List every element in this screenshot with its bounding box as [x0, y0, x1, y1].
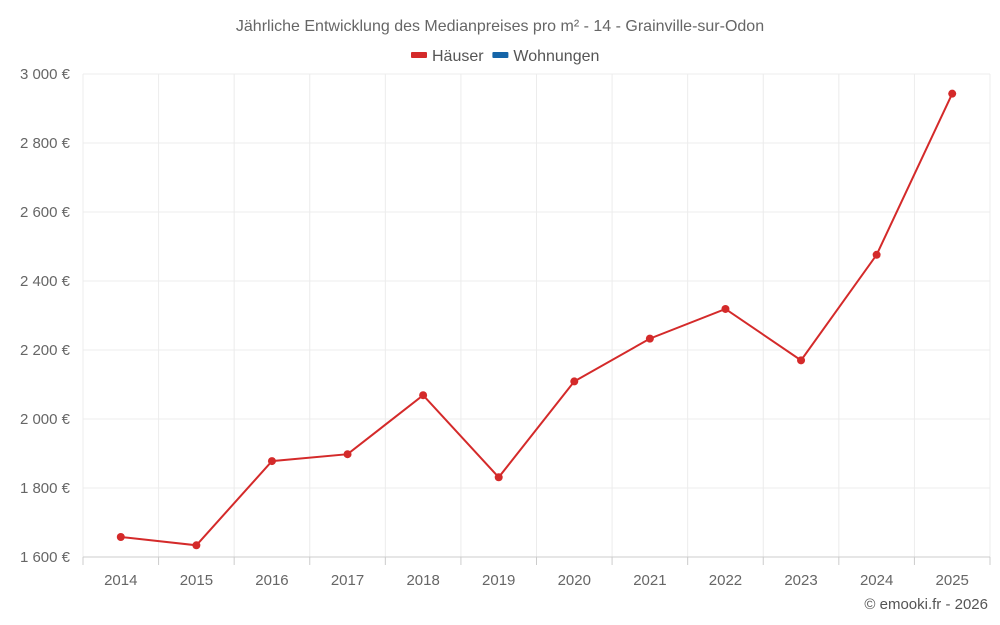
y-tick-label: 2 800 € [20, 135, 71, 152]
y-tick-label: 2 200 € [20, 342, 71, 359]
x-tick-label: 2019 [482, 572, 515, 589]
y-tick-label: 1 800 € [20, 480, 71, 497]
y-tick-label: 2 000 € [20, 411, 71, 428]
x-tick-label: 2017 [331, 572, 364, 589]
x-axis: 2014 2015 2016 2017 2018 2019 2020 2021 2022 2023… [82, 556, 991, 589]
series-group [116, 89, 957, 550]
x-tick-label: 2022 [709, 572, 742, 589]
legend-label: Wohnungen [513, 48, 599, 65]
x-tick-label: 2024 [860, 572, 893, 589]
y-tick-label: 2 600 € [20, 204, 71, 221]
x-tick-label: 2014 [104, 572, 137, 589]
gridlines [82, 73, 991, 557]
y-axis: 1 600 € 1 800 € 2 000 € 2 200 € 2 400 € 2 600… [20, 66, 71, 566]
x-tick-label: 2015 [180, 572, 213, 589]
data-point[interactable] [570, 377, 579, 386]
data-point[interactable] [343, 450, 352, 459]
data-point[interactable] [872, 250, 881, 259]
data-point[interactable] [797, 356, 806, 365]
y-tick-label: 3 000 € [20, 66, 71, 83]
y-tick-label: 2 400 € [20, 273, 71, 290]
data-point[interactable] [116, 532, 125, 541]
legend: Häuser Wohnungen [411, 48, 599, 65]
x-tick-label: 2025 [936, 572, 969, 589]
legend-item[interactable]: Häuser [411, 48, 484, 65]
x-tick-label: 2016 [255, 572, 288, 589]
data-point[interactable] [267, 457, 276, 466]
legend-swatch [411, 52, 427, 58]
x-tick-label: 2018 [406, 572, 439, 589]
legend-item[interactable]: Wohnungen [492, 48, 599, 65]
legend-swatch [492, 52, 509, 58]
data-point[interactable] [419, 391, 428, 400]
chart-title: Jährliche Entwicklung des Medianpreises … [236, 18, 764, 35]
x-tick-label: 2021 [633, 572, 666, 589]
credit-text: © emooki.fr - 2026 [864, 596, 988, 613]
x-tick-label: 2023 [784, 572, 817, 589]
data-point[interactable] [645, 334, 654, 343]
y-tick-label: 1 600 € [20, 549, 71, 566]
data-point[interactable] [721, 304, 730, 313]
legend-label: Häuser [432, 48, 484, 65]
data-point[interactable] [948, 89, 957, 98]
data-point[interactable] [494, 473, 503, 482]
series-line-haeuser [120, 93, 954, 547]
data-point[interactable] [192, 541, 201, 550]
x-tick-label: 2020 [558, 572, 591, 589]
